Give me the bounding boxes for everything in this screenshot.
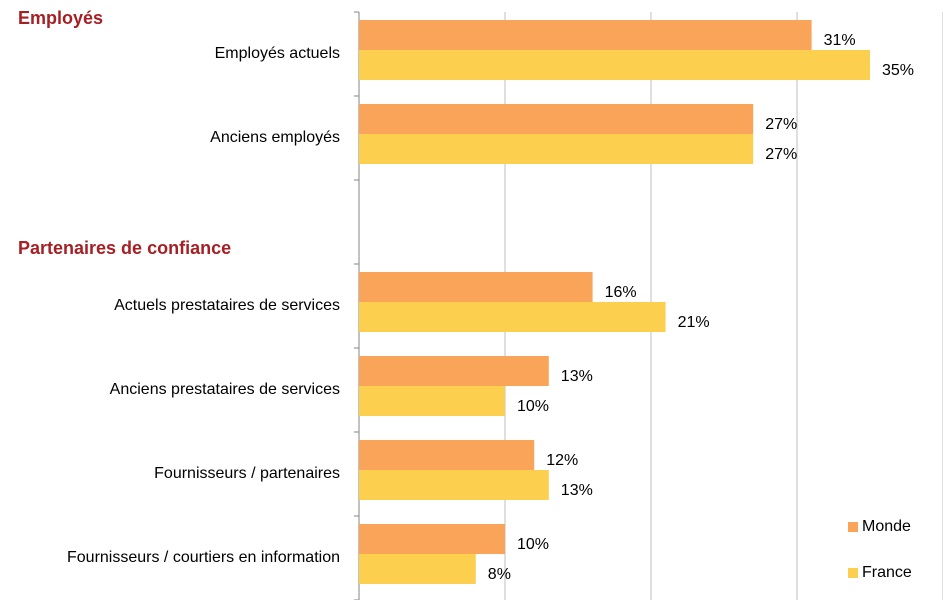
- bar: [359, 386, 505, 416]
- value-label: 27%: [765, 146, 797, 163]
- legend-swatch: [848, 522, 858, 532]
- value-label: 27%: [765, 116, 797, 133]
- category-label: Fournisseurs / courtiers en information: [67, 549, 340, 566]
- category-label: Actuels prestataires de services: [114, 297, 340, 314]
- value-label: 12%: [546, 452, 578, 469]
- category-label: Anciens prestataires de services: [109, 381, 340, 398]
- category-label: Fournisseurs / partenaires: [154, 465, 340, 482]
- value-label: 10%: [517, 536, 549, 553]
- legend-label: Monde: [862, 518, 911, 535]
- value-label: 13%: [561, 368, 593, 385]
- bar: [359, 554, 476, 584]
- category-label: Anciens employés: [210, 129, 340, 146]
- value-label: 21%: [678, 314, 710, 331]
- value-label: 8%: [488, 566, 511, 583]
- value-label: 31%: [824, 32, 856, 49]
- category-label: Employés actuels: [214, 45, 340, 62]
- bar: [359, 524, 505, 554]
- value-label: 10%: [517, 398, 549, 415]
- section-header: Employés: [18, 8, 104, 28]
- legend-label: France: [862, 564, 912, 581]
- value-label: 13%: [561, 482, 593, 499]
- value-label: 16%: [605, 284, 637, 301]
- bar: [359, 440, 535, 470]
- bar: [359, 50, 870, 80]
- bar: [359, 302, 666, 332]
- bar: [359, 104, 754, 134]
- section-header: Partenaires de confiance: [18, 238, 232, 258]
- legend-swatch: [848, 568, 858, 578]
- value-label: 35%: [882, 62, 914, 79]
- bar: [359, 356, 549, 386]
- bar: [359, 272, 593, 302]
- bar: [359, 20, 812, 50]
- bar: [359, 470, 549, 500]
- bar: [359, 134, 754, 164]
